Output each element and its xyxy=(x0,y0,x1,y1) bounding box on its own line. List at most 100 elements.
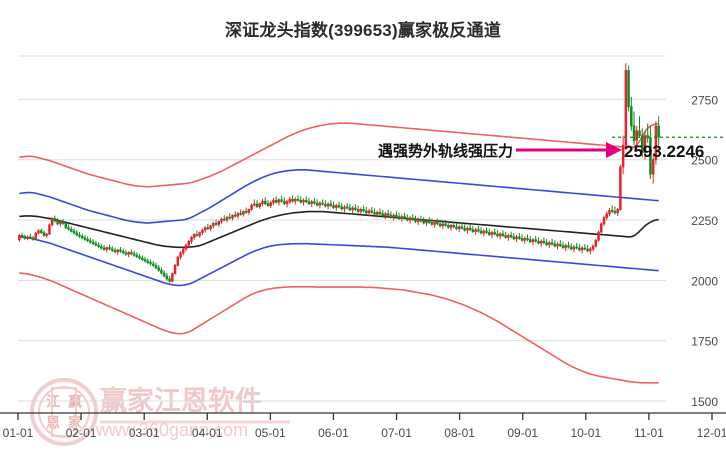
candle xyxy=(263,197,267,206)
candle xyxy=(654,121,658,165)
channel-line-outer-upper xyxy=(19,122,659,188)
candle xyxy=(518,233,521,240)
candle xyxy=(310,199,313,208)
candle xyxy=(242,210,245,217)
candle xyxy=(201,228,204,235)
candle xyxy=(329,200,333,208)
watermark-url: www.360gann.com xyxy=(95,420,248,440)
candle xyxy=(381,209,384,218)
candle xyxy=(624,63,628,151)
candle xyxy=(466,226,469,234)
candle xyxy=(416,217,420,225)
candle xyxy=(605,211,608,221)
candle xyxy=(291,195,294,203)
candle xyxy=(162,270,166,278)
candle xyxy=(559,240,562,248)
candle xyxy=(187,239,190,248)
candle xyxy=(550,238,554,246)
candle xyxy=(258,202,262,209)
candle xyxy=(70,226,73,233)
candle xyxy=(474,227,477,235)
gridlines xyxy=(18,55,666,402)
x-tick-label: 03-01 xyxy=(129,426,160,440)
candle xyxy=(365,207,368,215)
candle xyxy=(561,241,565,249)
candle xyxy=(397,212,401,221)
candle xyxy=(130,249,133,256)
candle xyxy=(59,220,62,227)
candle xyxy=(132,250,136,257)
candle xyxy=(182,247,185,256)
candle xyxy=(602,215,606,226)
candle xyxy=(375,210,379,218)
candle xyxy=(165,273,169,281)
candle xyxy=(608,207,611,217)
x-tick-label: 11-01 xyxy=(634,426,664,440)
candle xyxy=(39,228,43,235)
x-tick-label: 08-01 xyxy=(444,426,475,440)
y-tick-label: 2500 xyxy=(691,154,718,168)
candle xyxy=(18,234,21,242)
candle xyxy=(160,267,163,275)
candle xyxy=(253,199,256,207)
candle xyxy=(154,262,158,270)
candle xyxy=(285,199,289,208)
x-tick-label: 05-01 xyxy=(255,426,286,440)
candle xyxy=(452,221,455,229)
candle xyxy=(597,230,600,242)
candle xyxy=(635,125,639,151)
candle xyxy=(337,201,341,209)
candle xyxy=(250,203,253,211)
x-axis: 01-01 02-01 03-01 04-01 05-01 06-01 07-01 08-01… xyxy=(0,412,726,440)
x-tick-label: 12-01 xyxy=(697,426,726,440)
candle xyxy=(354,204,357,211)
candle xyxy=(572,245,576,253)
candle xyxy=(266,199,270,208)
y-tick-label: 2250 xyxy=(691,214,718,228)
candle xyxy=(280,195,283,203)
candle xyxy=(26,235,29,241)
candle xyxy=(507,233,510,241)
candle xyxy=(64,221,68,230)
channel-line-inner-lower xyxy=(19,236,659,287)
candle xyxy=(400,214,404,222)
candle xyxy=(217,220,221,227)
x-tick-label: 01-01 xyxy=(3,426,34,440)
candle xyxy=(531,237,535,246)
page-title: 深证龙头指数(399653)赢家极反通道 xyxy=(224,21,502,40)
candle xyxy=(214,219,218,226)
candle xyxy=(203,226,207,233)
candle xyxy=(463,224,466,232)
candle xyxy=(304,196,308,204)
candle xyxy=(97,242,100,249)
candle xyxy=(143,256,147,263)
candle xyxy=(231,214,234,221)
candle xyxy=(195,230,199,237)
channel-line-mid xyxy=(19,210,659,249)
candle xyxy=(138,253,141,260)
candle xyxy=(436,218,439,226)
candle xyxy=(539,239,543,247)
candle xyxy=(359,207,363,215)
y-tick-label: 2000 xyxy=(691,274,718,288)
candle xyxy=(367,208,371,217)
candle xyxy=(83,234,87,241)
candle xyxy=(594,238,598,248)
candle xyxy=(157,264,160,272)
candle xyxy=(283,197,286,206)
candle xyxy=(315,199,319,207)
candle xyxy=(542,237,546,245)
candle xyxy=(171,272,174,283)
candle xyxy=(340,203,343,211)
candle xyxy=(135,252,139,259)
candle xyxy=(438,220,442,228)
candle xyxy=(299,196,303,204)
candle xyxy=(411,214,415,221)
candle xyxy=(100,243,103,250)
candle xyxy=(501,230,505,237)
candle xyxy=(449,223,453,231)
candle xyxy=(89,237,92,244)
candle xyxy=(578,244,581,252)
candle xyxy=(444,220,447,227)
